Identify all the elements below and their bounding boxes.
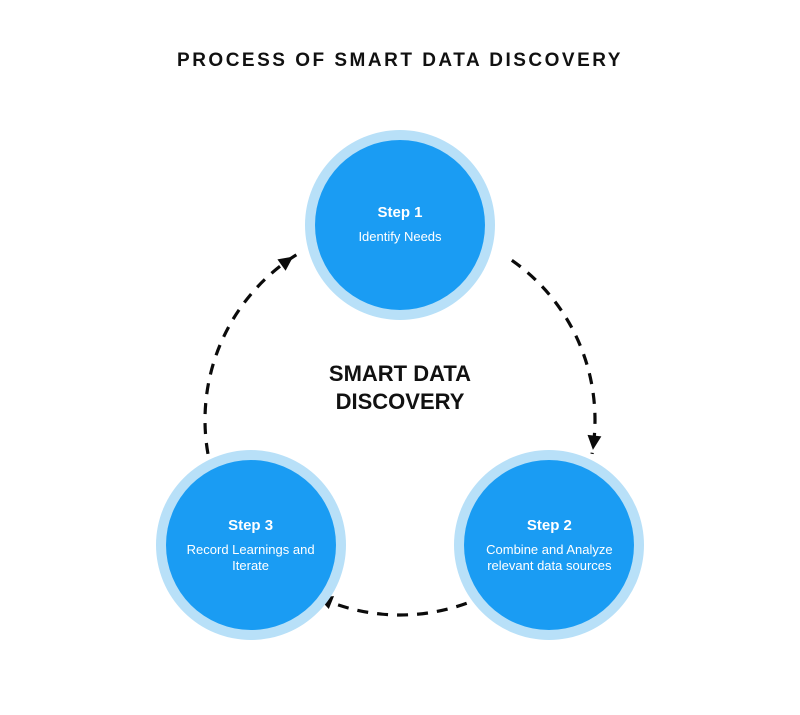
center-label: SMART DATA DISCOVERY xyxy=(280,360,520,415)
center-label-line2: DISCOVERY xyxy=(280,388,520,416)
cycle-arc xyxy=(205,255,297,454)
process-node-step2: Step 2 Combine and Analyze relevant data … xyxy=(464,460,634,630)
cycle-ring xyxy=(0,0,800,715)
node-step-label: Step 2 xyxy=(527,517,572,534)
process-node-step3: Step 3 Record Learnings and Iterate xyxy=(166,460,336,630)
arrowhead-icon xyxy=(318,596,334,609)
center-label-line1: SMART DATA xyxy=(280,360,520,388)
diagram-canvas: PROCESS OF SMART DATA DISCOVERY SMART DA… xyxy=(0,0,800,715)
node-description: Record Learnings and Iterate xyxy=(166,542,336,575)
node-description: Identify Needs xyxy=(344,229,455,245)
node-description: Combine and Analyze relevant data source… xyxy=(464,542,634,575)
node-step-label: Step 3 xyxy=(228,517,273,534)
process-node-step1: Step 1 Identify Needs xyxy=(315,140,485,310)
cycle-arc xyxy=(512,260,595,454)
cycle-arc xyxy=(324,599,467,615)
arrowhead-icon xyxy=(277,257,293,271)
node-step-label: Step 1 xyxy=(377,204,422,221)
arrowhead-icon xyxy=(588,435,602,450)
